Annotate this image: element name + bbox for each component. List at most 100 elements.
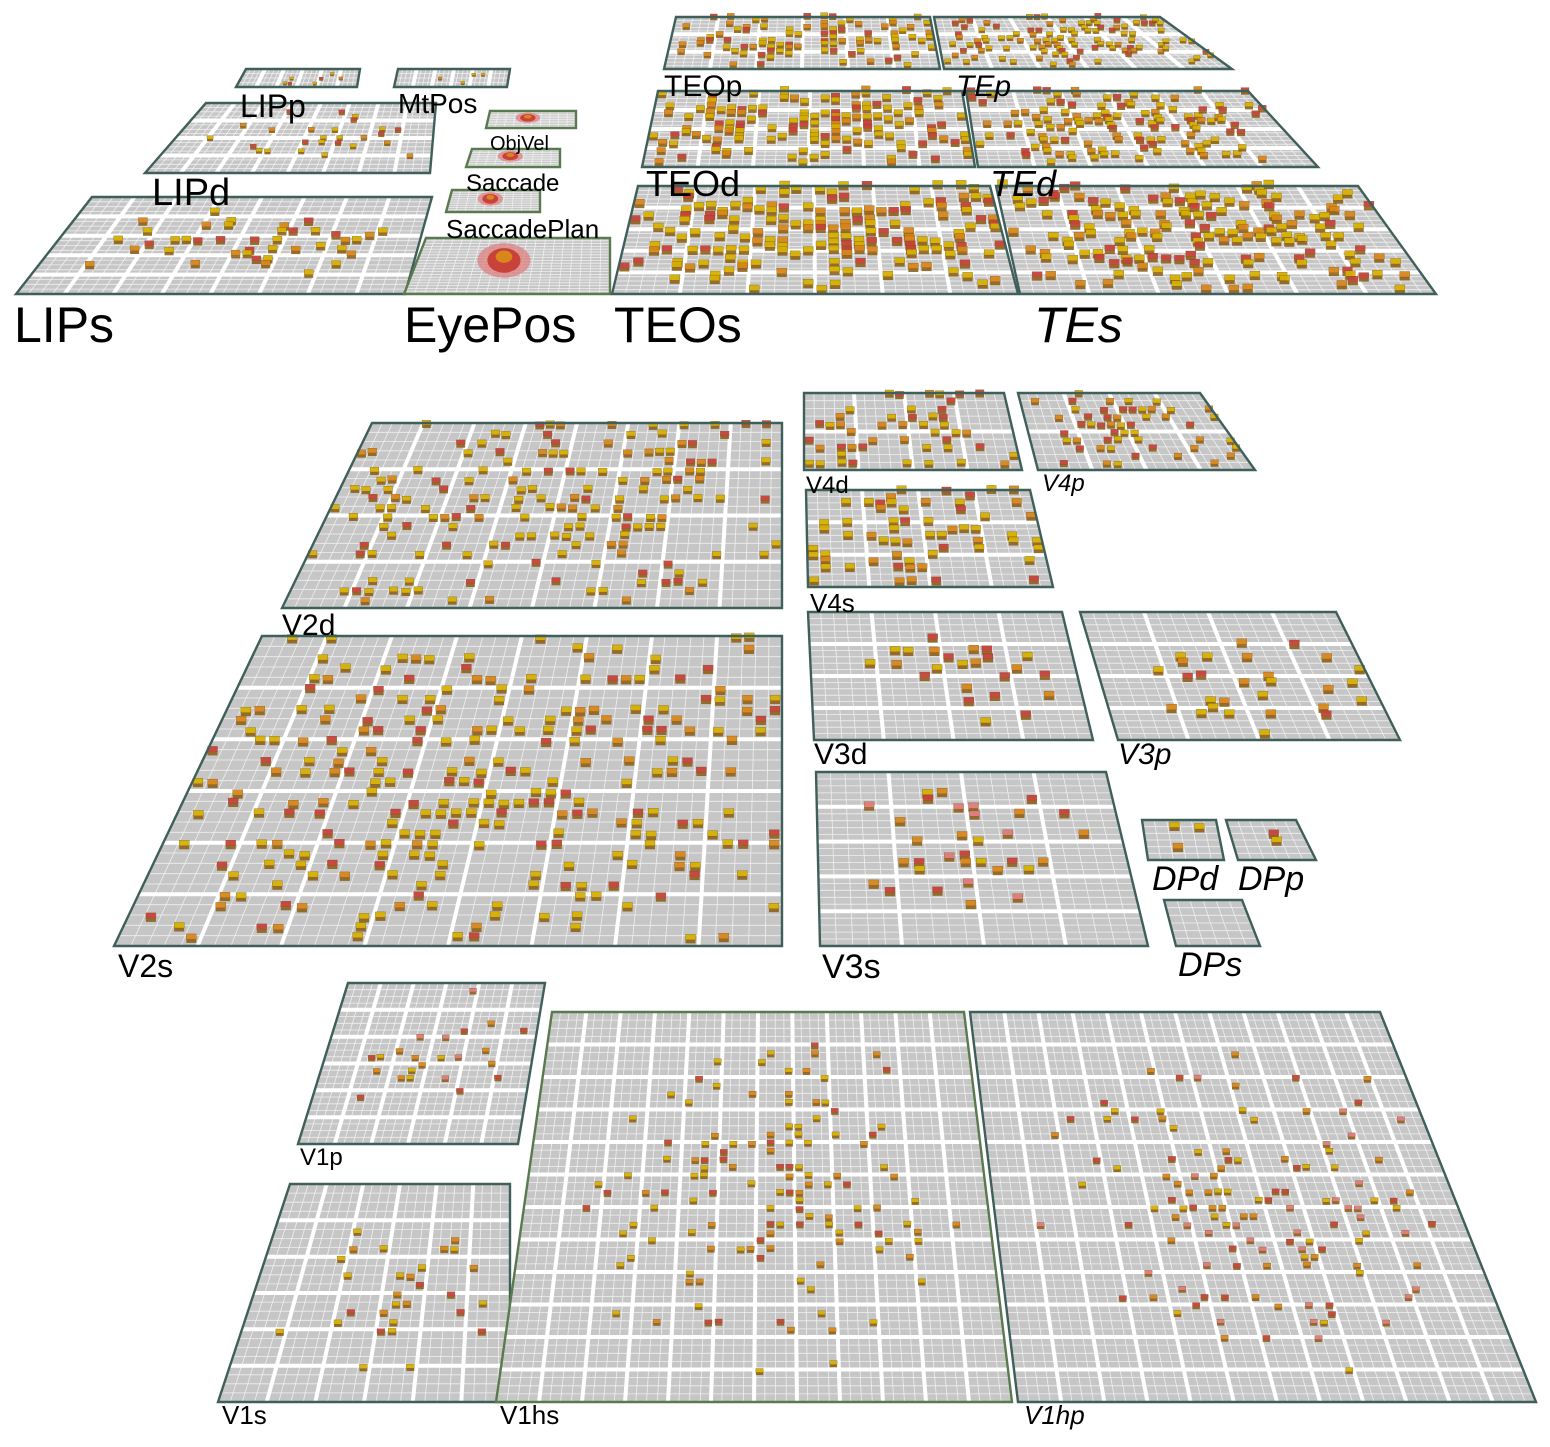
active-unit-side — [302, 143, 309, 146]
active-unit-side — [556, 426, 565, 430]
active-unit-top — [815, 240, 827, 247]
active-unit-top — [756, 61, 765, 66]
active-unit-side — [766, 58, 774, 61]
active-unit-top — [594, 1181, 603, 1186]
active-unit-top — [1202, 140, 1212, 145]
active-unit-side — [321, 156, 328, 159]
active-unit-top — [961, 206, 972, 213]
active-unit-top — [1020, 108, 1030, 114]
active-unit-side — [830, 52, 838, 55]
active-unit-top — [1399, 271, 1410, 278]
active-unit-side — [485, 681, 496, 686]
active-unit-side — [803, 252, 814, 256]
active-unit-side — [835, 1233, 843, 1237]
active-unit-side — [1085, 234, 1096, 239]
active-unit-top — [1236, 638, 1247, 645]
active-unit-top — [887, 158, 897, 164]
active-unit-top — [1217, 116, 1226, 122]
active-unit-side — [1193, 1079, 1202, 1082]
active-unit-side — [831, 1112, 839, 1115]
active-unit-top — [427, 840, 438, 847]
active-unit-top — [1052, 51, 1059, 56]
active-unit-side — [1354, 1103, 1362, 1107]
active-unit-side — [912, 842, 923, 846]
active-unit-side — [825, 1225, 833, 1229]
active-unit-top — [674, 862, 685, 868]
active-unit-side — [403, 1305, 411, 1308]
active-unit-side — [530, 876, 541, 881]
active-unit-top — [1344, 211, 1356, 218]
active-unit-top — [711, 146, 721, 152]
active-unit-side — [379, 1314, 388, 1317]
active-unit-side — [865, 225, 876, 229]
active-unit-side — [295, 866, 306, 870]
active-unit-top — [673, 475, 683, 481]
active-unit-top — [725, 767, 736, 774]
active-unit-top — [1073, 437, 1082, 443]
active-unit-side — [757, 65, 765, 68]
active-unit-side — [1245, 106, 1253, 110]
active-unit-top — [975, 443, 985, 449]
active-unit-top — [1428, 1221, 1436, 1226]
active-unit-side — [1051, 1136, 1059, 1139]
layer-label-v1hs: V1hs — [500, 1400, 560, 1430]
active-unit-top — [837, 451, 847, 457]
active-unit-top — [812, 1115, 821, 1120]
active-unit-side — [785, 1103, 793, 1106]
active-unit-side — [1279, 280, 1290, 285]
active-unit-top — [1040, 253, 1052, 260]
active-unit-top — [352, 587, 362, 593]
active-unit-top — [256, 839, 267, 846]
active-unit-side — [816, 246, 826, 250]
active-unit-top — [761, 439, 771, 445]
active-unit-side — [1109, 48, 1116, 52]
active-unit-top — [1104, 244, 1115, 251]
active-unit-top — [744, 147, 754, 153]
active-unit-side — [848, 55, 856, 58]
active-unit-side — [251, 260, 261, 265]
active-unit-side — [1293, 1233, 1301, 1237]
active-unit-top — [830, 1108, 839, 1113]
active-unit-side — [282, 83, 287, 86]
active-unit-top — [612, 851, 623, 857]
active-unit-top — [496, 684, 507, 691]
active-unit-side — [938, 217, 949, 221]
active-unit-side — [365, 846, 376, 850]
active-unit-top — [1195, 670, 1207, 677]
active-unit-top — [1007, 857, 1018, 864]
active-unit-top — [700, 694, 712, 701]
active-unit-side — [603, 444, 613, 448]
active-unit-top — [684, 113, 694, 119]
active-unit-top — [450, 808, 462, 815]
active-unit-side — [1113, 465, 1122, 469]
active-unit-top — [352, 114, 359, 118]
active-unit-side — [729, 65, 737, 69]
active-unit-top — [1181, 140, 1190, 145]
active-unit-side — [803, 229, 814, 234]
active-unit-side — [758, 56, 766, 59]
active-unit-top — [1106, 41, 1113, 46]
active-unit-side — [1033, 17, 1041, 21]
active-unit-side — [1025, 251, 1036, 255]
active-unit-side — [1237, 133, 1245, 137]
active-unit-top — [742, 695, 753, 701]
active-unit-side — [415, 835, 425, 840]
active-unit-side — [352, 592, 361, 596]
active-unit-side — [878, 233, 889, 238]
active-unit-side — [787, 1331, 795, 1334]
active-unit-top — [1084, 117, 1093, 122]
active-unit-side — [716, 35, 724, 38]
active-unit-top — [1036, 55, 1043, 60]
active-unit-top — [803, 279, 814, 285]
active-unit-side — [1306, 1242, 1314, 1246]
active-unit-side — [885, 137, 894, 141]
active-unit-top — [746, 115, 756, 121]
layer-v1p — [296, 981, 547, 1146]
active-unit-side — [927, 639, 938, 643]
active-unit-side — [145, 918, 156, 922]
active-unit-side — [661, 1193, 669, 1197]
active-unit-side — [709, 1194, 717, 1197]
active-unit-top — [649, 241, 661, 247]
active-unit-side — [396, 1052, 403, 1055]
active-unit-top — [1220, 1335, 1229, 1340]
